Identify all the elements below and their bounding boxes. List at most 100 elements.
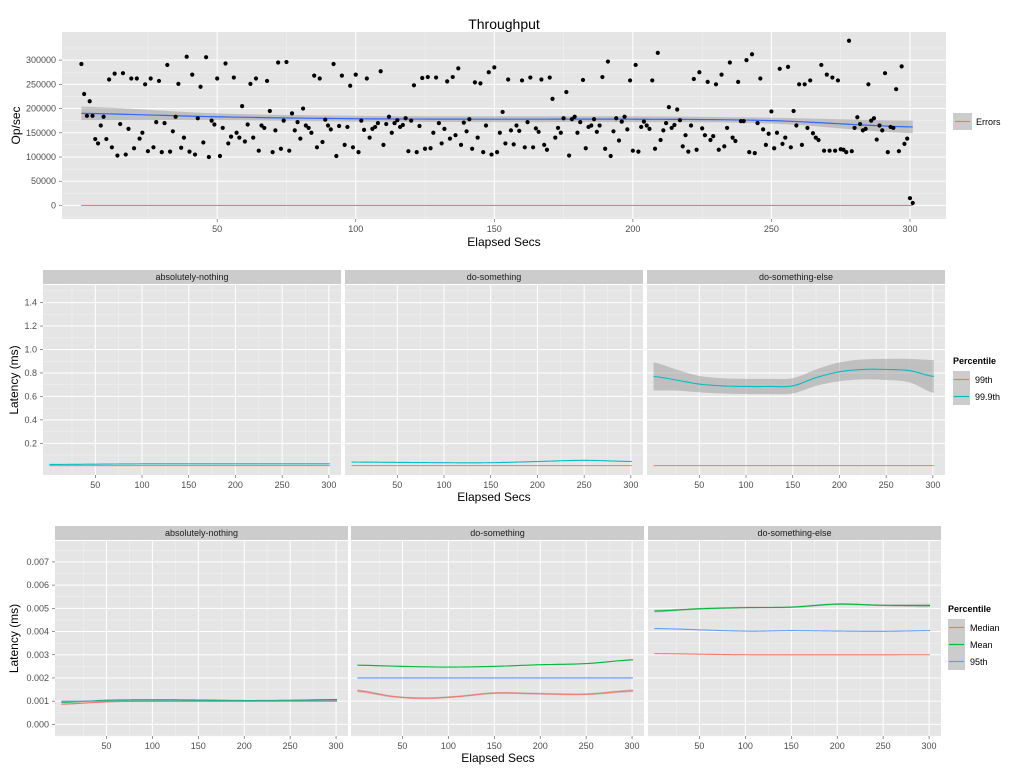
data-point <box>129 76 134 81</box>
facet-strip <box>351 526 644 540</box>
data-point <box>436 120 441 126</box>
legend-label-median: Median <box>970 623 1000 633</box>
data-point <box>857 121 863 127</box>
data-point <box>511 142 516 147</box>
data-point <box>572 114 577 119</box>
data-point <box>627 78 633 83</box>
series-line-99-9th <box>653 368 934 388</box>
x-tick-label: 200 <box>533 741 548 751</box>
legend-label-99-9th: 99.9th <box>975 392 1000 402</box>
data-point <box>234 130 239 135</box>
data-point <box>392 120 397 126</box>
x-tick-label: 50 <box>90 480 100 490</box>
x-tick-label: 100 <box>739 480 754 490</box>
data-point <box>95 141 101 146</box>
data-point <box>558 130 563 135</box>
data-point <box>597 123 602 128</box>
data-point <box>871 116 877 121</box>
y-axis-title: Latency (ms) <box>7 604 21 673</box>
y-tick-label: 150000 <box>26 128 56 138</box>
data-point <box>733 138 738 144</box>
data-point <box>131 146 137 151</box>
y-tick-label: 0 <box>51 200 56 210</box>
data-point <box>810 131 816 136</box>
data-point <box>242 139 247 144</box>
data-point <box>705 79 710 84</box>
data-point <box>414 150 419 155</box>
chart-title: Throughput <box>468 16 540 32</box>
data-point <box>614 116 619 121</box>
x-axis-title: Elapsed Secs <box>467 235 540 249</box>
data-point <box>805 125 810 131</box>
data-point <box>519 78 525 83</box>
data-point <box>118 121 123 127</box>
data-point <box>547 75 552 80</box>
data-point <box>262 125 267 131</box>
x-axis-title: Elapsed Secs <box>457 490 530 504</box>
data-point <box>461 120 466 125</box>
data-point <box>672 122 677 128</box>
data-point <box>198 84 203 89</box>
y-tick-label: 0.001 <box>26 696 49 706</box>
data-point <box>525 120 530 125</box>
y-tick-label: 250000 <box>26 79 56 89</box>
data-point <box>744 58 749 63</box>
data-point <box>580 77 586 83</box>
panel-background <box>55 541 348 736</box>
data-point <box>162 120 167 126</box>
data-point <box>348 83 353 88</box>
data-point <box>819 62 824 68</box>
data-point <box>90 113 95 118</box>
data-point <box>702 133 708 138</box>
data-point <box>156 78 162 84</box>
x-tick-label: 300 <box>922 741 937 751</box>
data-point <box>259 123 264 128</box>
data-point <box>475 135 480 140</box>
x-tick-label: 50 <box>212 224 222 234</box>
data-point <box>378 69 383 74</box>
x-tick-label: 200 <box>625 224 640 234</box>
data-point <box>724 125 730 131</box>
data-point <box>833 148 838 153</box>
data-point <box>741 119 746 124</box>
data-point <box>79 61 84 67</box>
x-axis-title: Elapsed Secs <box>461 751 534 765</box>
y-tick-label: 300000 <box>26 55 56 65</box>
legend-title: Percentile <box>953 356 996 366</box>
data-point <box>331 61 336 67</box>
facet-strip <box>43 270 341 284</box>
x-tick-label: 150 <box>181 480 196 490</box>
data-point <box>481 150 486 155</box>
data-point <box>603 146 608 151</box>
data-point <box>802 82 807 87</box>
panel-background <box>648 541 941 736</box>
data-point <box>179 145 184 150</box>
data-point <box>406 149 411 154</box>
data-point <box>325 123 331 128</box>
data-point <box>123 152 128 157</box>
data-point <box>708 137 713 143</box>
data-point <box>159 150 164 155</box>
data-point <box>544 147 550 152</box>
data-point <box>633 62 638 68</box>
x-tick-label: 250 <box>275 480 290 490</box>
data-point <box>167 149 173 154</box>
data-point <box>869 118 874 123</box>
data-point <box>300 106 306 111</box>
y-tick-label: 1.0 <box>24 345 37 355</box>
data-point <box>245 122 250 127</box>
x-tick-label: 150 <box>483 480 498 490</box>
facet-strip-label: do-something-else <box>759 272 833 282</box>
data-point <box>428 146 433 151</box>
data-point <box>780 141 785 147</box>
facet-strip-label: absolutely-nothing <box>155 272 228 282</box>
data-point <box>215 76 220 81</box>
data-point <box>816 137 821 143</box>
data-point <box>237 135 242 140</box>
throughput-chart: Throughput 0 50000 100000 150000 200000 250000… <box>9 16 1001 249</box>
data-point <box>639 124 644 130</box>
y-tick-label: 0.004 <box>26 627 49 637</box>
data-point <box>891 125 896 131</box>
data-point <box>747 150 752 155</box>
